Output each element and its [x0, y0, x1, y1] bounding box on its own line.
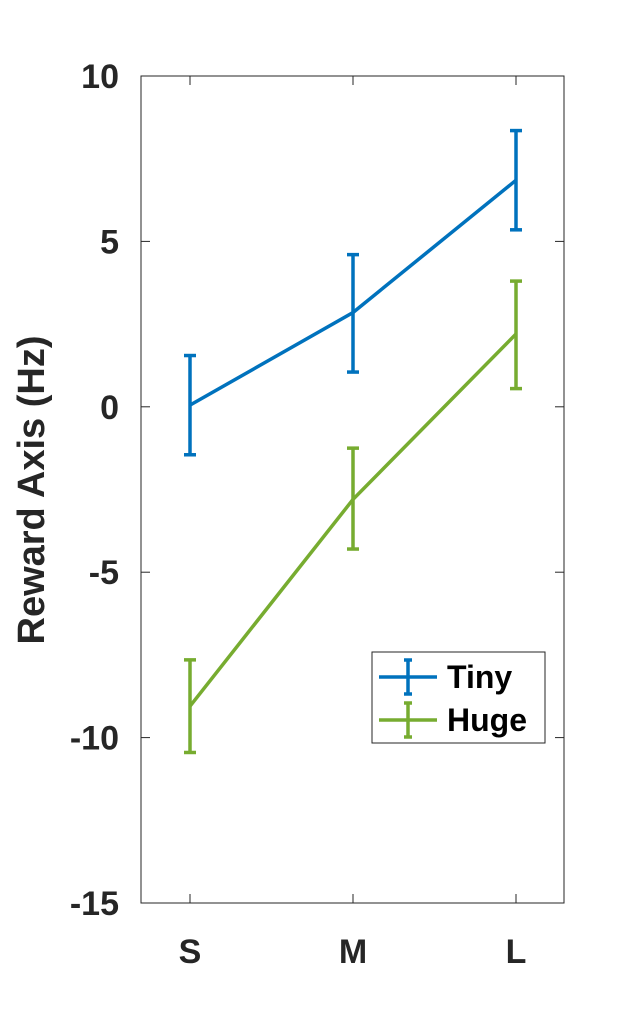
- y-tick-label: -5: [89, 554, 119, 592]
- y-tick-label: 0: [100, 389, 119, 427]
- legend-label: Tiny: [447, 659, 512, 695]
- legend-label: Huge: [447, 702, 527, 738]
- y-tick-label: -15: [70, 885, 119, 923]
- y-tick-label: 5: [100, 223, 119, 261]
- series-huge: [184, 279, 522, 755]
- x-tick-label: M: [339, 933, 367, 971]
- x-tick-label: S: [179, 933, 202, 971]
- y-axis-label: Reward Axis (Hz): [11, 336, 53, 645]
- legend-box: [371, 651, 546, 744]
- x-tick-label: L: [506, 933, 527, 971]
- series-tiny: [184, 128, 522, 457]
- legend-item-huge: Huge: [379, 701, 527, 739]
- series-group: [184, 128, 522, 755]
- y-tick-labels: 10 5 0 -5 -10 -15: [70, 58, 119, 923]
- y-tick-label: 10: [81, 58, 119, 96]
- legend-item-tiny: Tiny: [379, 658, 512, 696]
- axis-ticks: [141, 75, 564, 904]
- y-tick-label: -10: [70, 720, 119, 758]
- legend: Tiny Huge: [371, 651, 546, 744]
